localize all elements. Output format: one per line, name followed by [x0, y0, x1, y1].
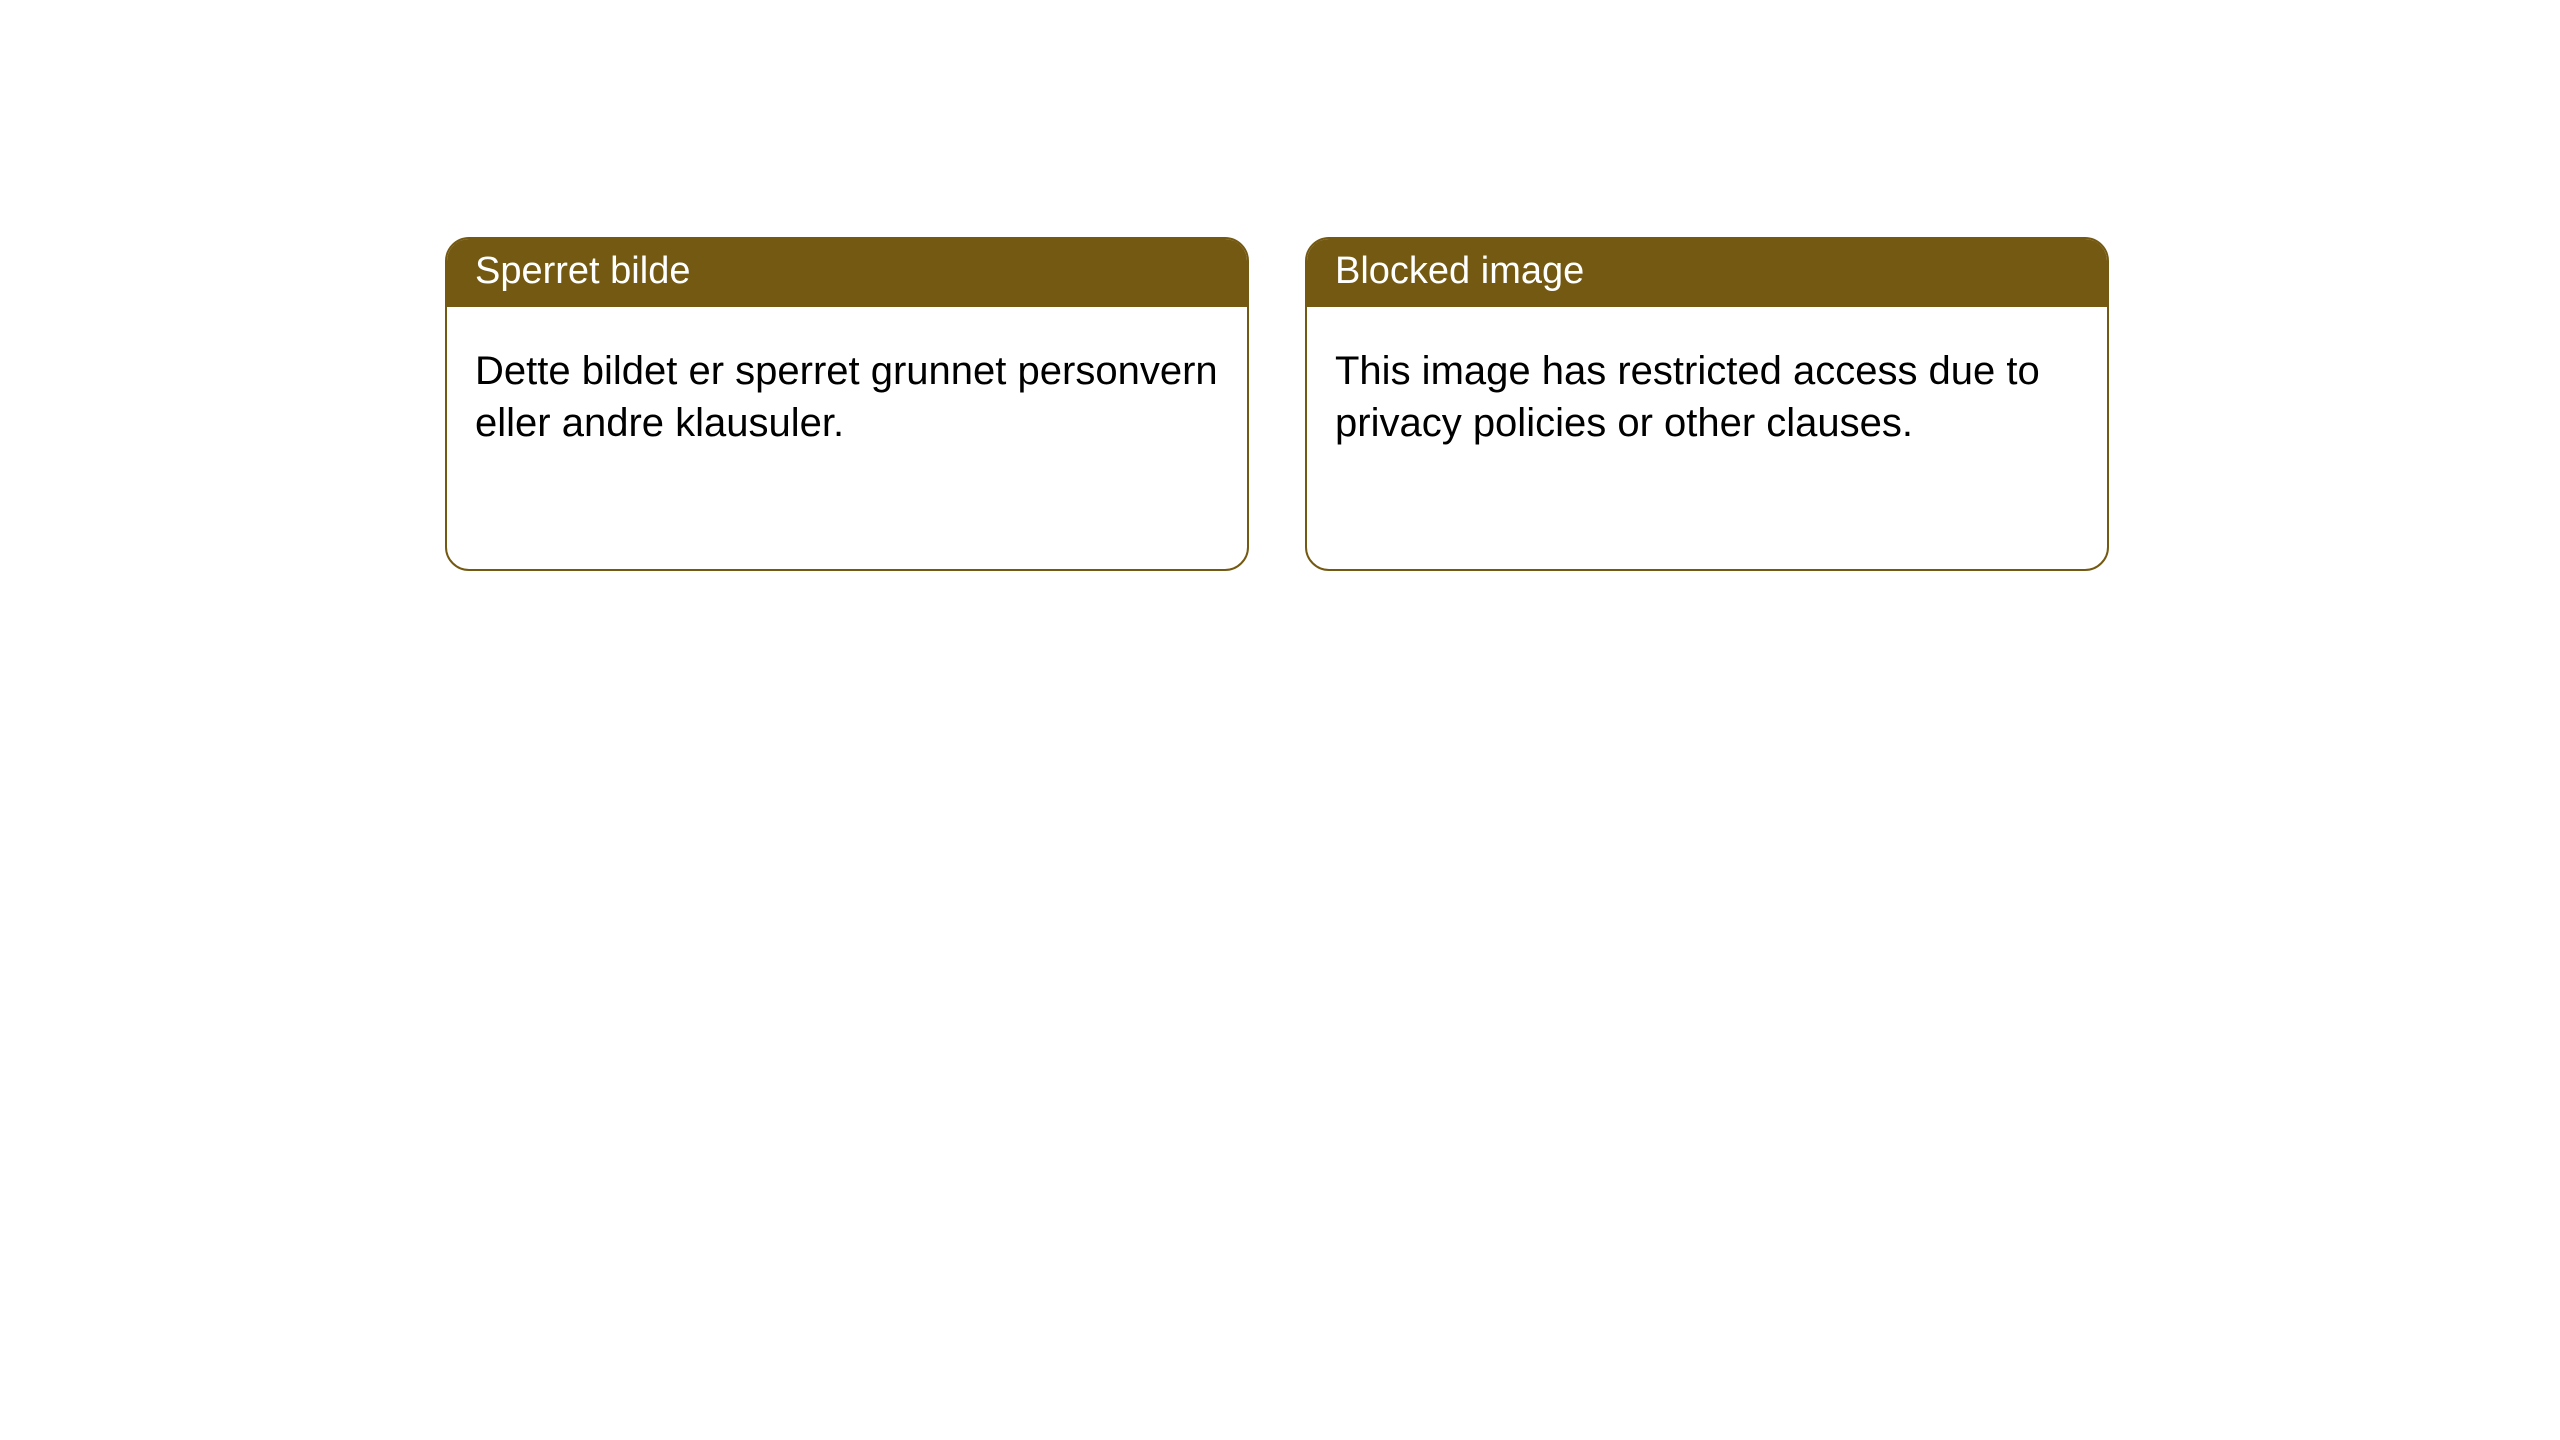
notice-card-english: Blocked image This image has restricted …: [1305, 237, 2109, 571]
notice-body-english: This image has restricted access due to …: [1307, 307, 2107, 487]
notice-header-english: Blocked image: [1307, 239, 2107, 307]
notice-body-norwegian: Dette bildet er sperret grunnet personve…: [447, 307, 1247, 487]
notice-header-norwegian: Sperret bilde: [447, 239, 1247, 307]
notice-container: Sperret bilde Dette bildet er sperret gr…: [0, 0, 2560, 571]
notice-card-norwegian: Sperret bilde Dette bildet er sperret gr…: [445, 237, 1249, 571]
